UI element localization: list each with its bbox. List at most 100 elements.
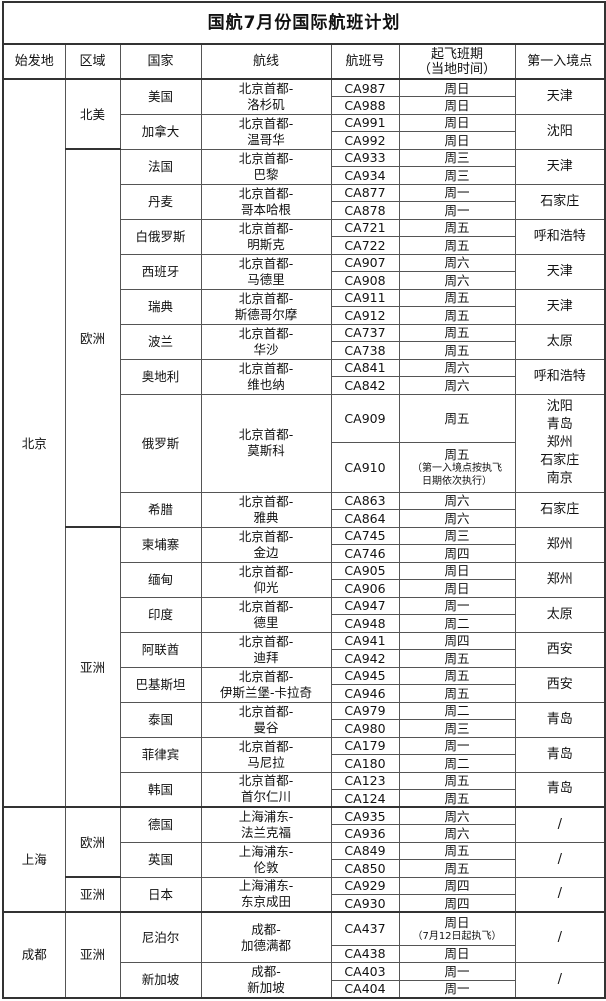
country-cell: 泰国 — [119, 701, 202, 738]
route-line: 洛杉矶 — [247, 96, 285, 112]
departure-day-text: 周三 — [444, 167, 470, 183]
departure-day: 周六 — [398, 806, 516, 825]
flight-number: CA180 — [330, 754, 400, 773]
entry-point: 青岛 — [546, 746, 573, 762]
route-line: 巴黎 — [253, 166, 279, 182]
route-cell: 北京首都- 迪拜 — [200, 631, 332, 668]
flight-number: CA942 — [330, 649, 400, 668]
flight-number: CA930 — [330, 894, 400, 913]
departure-day: 周一 — [398, 183, 516, 202]
departure-day: 周二 — [398, 754, 516, 773]
departure-day: 周二 — [398, 614, 516, 633]
route-line: 莫斯科 — [247, 443, 285, 458]
entry-point-cell: 石家庄 — [514, 491, 606, 528]
route-line: 上海浦东- — [238, 808, 294, 824]
entry-point: 石家庄 — [540, 453, 580, 468]
entry-point: 南京 — [546, 471, 573, 486]
departure-day-text: 周日 — [444, 563, 470, 579]
country-cell: 菲律宾 — [119, 736, 202, 773]
region-cell: 北美 — [64, 78, 121, 150]
entry-point-cell: 石家庄 — [514, 183, 606, 220]
flight-number: CA912 — [330, 306, 400, 325]
flight-number: CA850 — [330, 859, 400, 878]
departure-day-text: 周五 — [444, 790, 470, 806]
departure-day: 周日 — [398, 113, 516, 132]
departure-day-text: 周五 — [444, 685, 470, 701]
route-line: 北京首都- — [238, 563, 294, 579]
entry-point-cell: 天津 — [514, 78, 606, 115]
route-line: 北京首都- — [238, 703, 294, 719]
column-header: 始发地 — [2, 43, 66, 80]
entry-point-cell: 郑州 — [514, 526, 606, 563]
departure-day: 周六 — [398, 358, 516, 377]
entry-point: / — [557, 886, 562, 902]
departure-day: 周六 — [398, 271, 516, 290]
entry-point: 天津 — [546, 158, 573, 174]
route-line: 马尼拉 — [247, 754, 285, 770]
entry-point-cell: 青岛 — [514, 701, 606, 738]
departure-day-text: 周三 — [444, 150, 470, 166]
route-cell: 北京首都- 伊斯兰堡-卡拉奇 — [200, 666, 332, 703]
table-row: 英国 上海浦东- 伦敦 CA849 周五 / — [3, 841, 606, 878]
route-line: 斯德哥尔摩 — [234, 306, 298, 322]
table-row: 波兰 北京首都- 华沙 CA737 周五 太原 — [3, 323, 606, 360]
route-line: 北京首都- — [238, 325, 294, 341]
flight-number: CA437 — [330, 911, 400, 946]
departure-day-text: 周日 — [444, 97, 470, 113]
entry-point: 郑州 — [546, 571, 573, 587]
table-row: 丹麦 北京首都- 哥本哈根 CA877 周一 石家庄 — [3, 183, 606, 220]
column-header: 起飞班期 （当地时间） — [398, 43, 516, 80]
country-cell: 西班牙 — [119, 253, 202, 290]
route-line: 北京首都- — [238, 80, 294, 96]
route-cell: 北京首都- 华沙 — [200, 323, 332, 360]
flight-number: CA907 — [330, 253, 400, 272]
table-row: CA404 周一 — [3, 979, 605, 998]
route-line: 法兰克福 — [240, 824, 291, 840]
entry-point: 青岛 — [546, 781, 573, 797]
flight-number: CA946 — [330, 684, 400, 703]
departure-day-text: 周六 — [444, 493, 470, 509]
departure-note: （7月12日起执飞） — [412, 930, 502, 942]
flight-number: CA746 — [330, 544, 400, 563]
country-cell: 希腊 — [119, 491, 202, 528]
route-cell: 成都- 新加坡 — [200, 962, 332, 998]
table-row: CA738 周五 — [3, 341, 605, 360]
departure-day-text: 周五 — [444, 325, 470, 341]
country-cell: 美国 — [119, 78, 202, 115]
table-row: CA850 周五 — [3, 859, 605, 878]
table-row: CA946 周五 — [3, 684, 605, 703]
departure-day-text: 周六 — [444, 808, 470, 824]
region-cell: 亚洲 — [64, 911, 121, 998]
table-row: 上海 欧洲 德国 上海浦东- 法兰克福 CA935 周六 / — [2, 806, 606, 913]
route-line: 德里 — [253, 614, 279, 630]
entry-point-cell: / — [514, 806, 606, 843]
region-cell: 亚洲 — [64, 526, 121, 808]
entry-point-cell: 呼和浩特 — [514, 218, 606, 255]
column-header: 航线 — [200, 43, 332, 80]
flight-number: CA877 — [330, 183, 400, 202]
departure-day: 周四 — [398, 894, 516, 913]
route-cell: 上海浦东- 伦敦 — [200, 841, 332, 878]
departure-day: 周五 — [398, 859, 516, 878]
flight-number: CA935 — [330, 806, 400, 825]
departure-day: 周六 — [398, 376, 516, 395]
departure-day: 周三 — [398, 166, 516, 185]
departure-day-text: 周一 — [444, 963, 470, 979]
departure-day: 周五 — [398, 236, 516, 255]
table-row: 阿联酋 北京首都- 迪拜 CA941 周四 西安 — [3, 631, 606, 668]
departure-day: 周日 （7月12日起执飞） — [398, 911, 516, 946]
region-cell: 欧洲 — [64, 806, 121, 878]
flight-number: CA906 — [330, 579, 400, 598]
country-cell: 加拿大 — [119, 113, 202, 150]
departure-day: 周六 — [398, 491, 516, 510]
route-line: 温哥华 — [247, 131, 285, 147]
route-line: 北京首都- — [238, 528, 294, 544]
route-line: 北京首都- — [238, 220, 294, 236]
flight-number: CA849 — [330, 841, 400, 860]
flight-number: CA945 — [330, 666, 400, 685]
flight-number: CA988 — [330, 96, 400, 115]
entry-point-cell: 青岛 — [514, 736, 606, 773]
entry-point-cell: 西安 — [514, 631, 606, 668]
column-header: 第一入境点 — [514, 43, 606, 80]
